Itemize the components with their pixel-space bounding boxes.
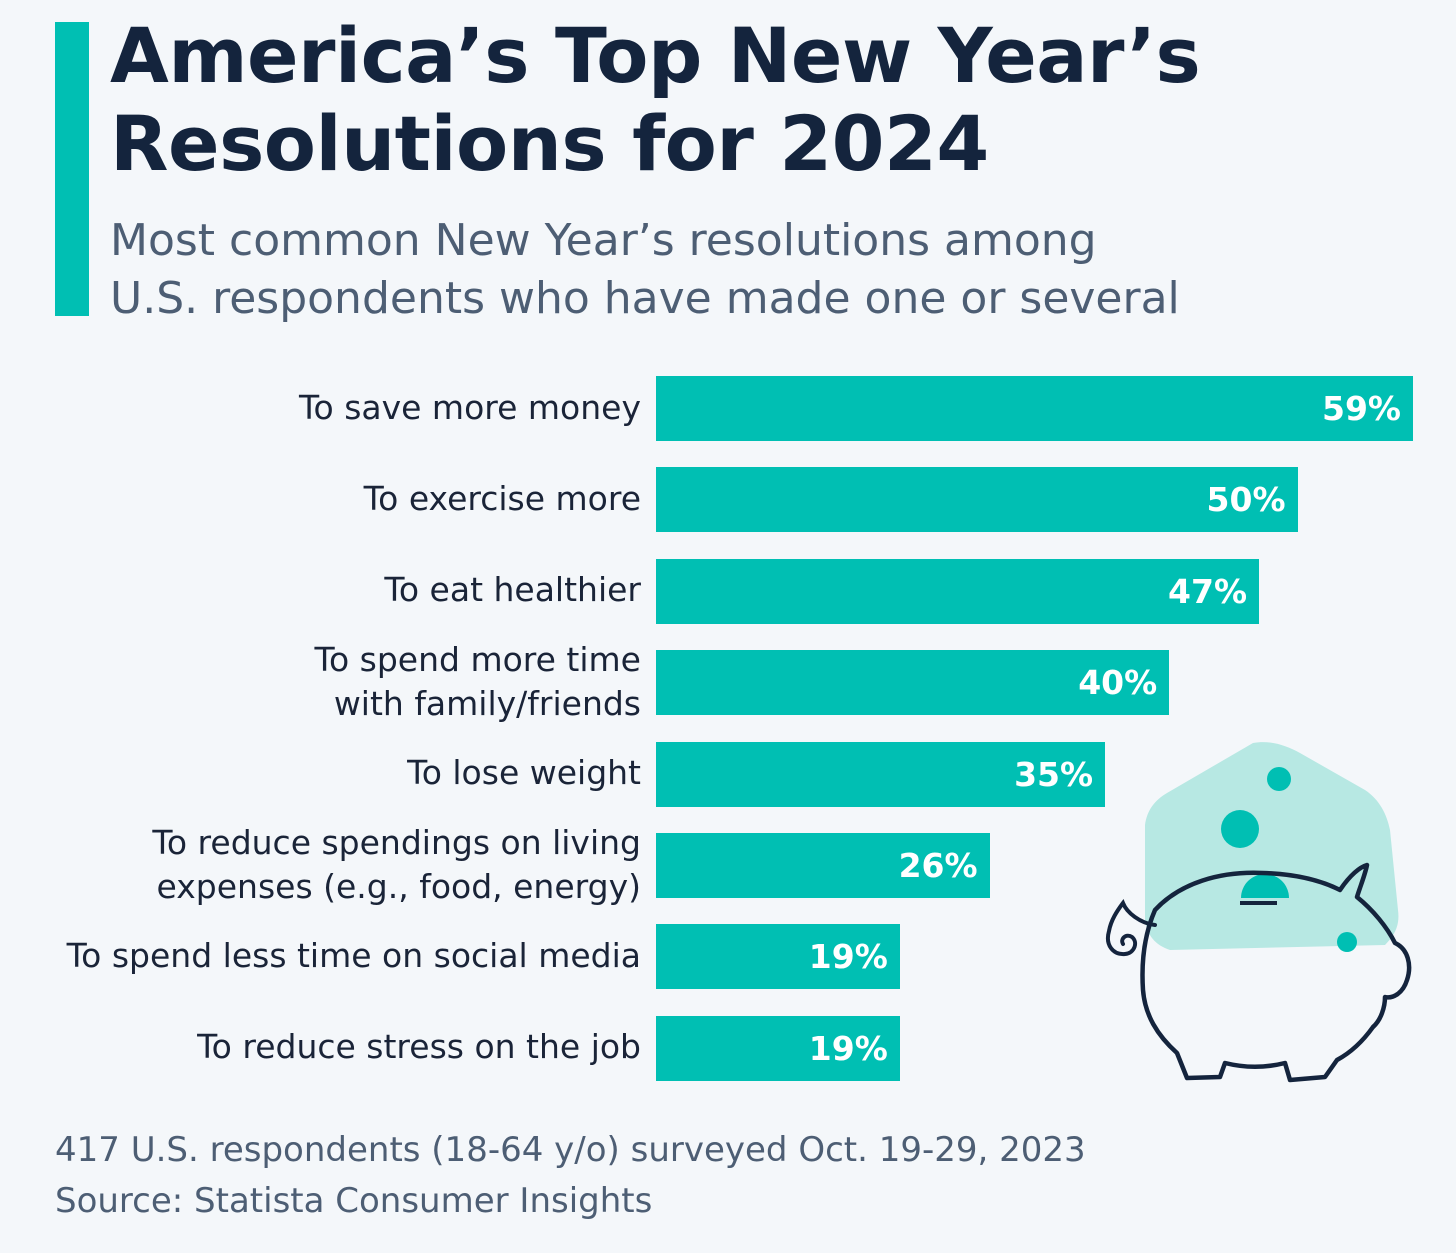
- bar: [656, 1015, 900, 1081]
- bar: [656, 558, 1260, 624]
- category-label-line: expenses (e.g., food, energy): [156, 866, 641, 906]
- category-label-line: To eat healthier: [384, 570, 641, 610]
- bar: [656, 467, 1298, 533]
- bar-value-label: 35%: [1014, 754, 1094, 794]
- bar-value-label: 19%: [808, 937, 888, 977]
- category-label: To lose weight: [1, 751, 641, 795]
- category-label: To reduce stress on the job: [1, 1025, 641, 1069]
- subtitle-line-1: Most common New Year’s resolutions among: [110, 215, 1097, 266]
- category-label: To spend less time on social media: [1, 934, 641, 978]
- category-label: To save more money: [1, 386, 641, 430]
- category-label-line: To lose weight: [407, 753, 641, 793]
- category-label-line: To spend more time: [314, 639, 641, 679]
- bar: [656, 833, 990, 898]
- category-label-line: To exercise more: [363, 478, 641, 518]
- title-line-1: America’s Top New Year’s: [110, 11, 1201, 100]
- piggy-body-outline: [1140, 862, 1412, 1083]
- bar: [656, 924, 900, 990]
- coin-in-slot-icon: [1241, 874, 1289, 898]
- title-line-2: Resolutions for 2024: [110, 99, 989, 188]
- category-label: To eat healthier: [1, 568, 641, 612]
- bar-value-label: 50%: [1206, 480, 1286, 520]
- category-label-line: To reduce stress on the job: [197, 1027, 641, 1067]
- piggy-tail-outline: [1106, 898, 1157, 957]
- title-accent-bar: [55, 22, 89, 316]
- piggy-eye-icon: [1337, 932, 1357, 952]
- bar: [656, 741, 1106, 807]
- chart-footer: 417 U.S. respondents (18-64 y/o) surveye…: [55, 1125, 1355, 1227]
- category-label-line: To spend less time on social media: [66, 935, 641, 975]
- bar-value-label: 40%: [1078, 663, 1158, 703]
- bar-value-label: 47%: [1168, 571, 1248, 611]
- bar-value-label: 19%: [808, 1028, 888, 1068]
- piggy-bank-icon: [1106, 742, 1412, 1083]
- coin-small-icon: [1267, 767, 1291, 791]
- category-label-line: To reduce spendings on living: [152, 822, 641, 862]
- survey-note: 417 U.S. respondents (18-64 y/o) surveye…: [55, 1130, 1086, 1170]
- source-note: Source: Statista Consumer Insights: [55, 1181, 653, 1221]
- category-label-line: with family/friends: [333, 683, 641, 723]
- chart-subtitle: Most common New Year’s resolutions among…: [110, 212, 1410, 328]
- category-label: To exercise more: [1, 477, 641, 521]
- coin-medium-icon: [1221, 810, 1259, 848]
- chart-title: America’s Top New Year’s Resolutions for…: [110, 12, 1410, 188]
- bar: [656, 376, 1413, 441]
- subtitle-line-2: U.S. respondents who have made one or se…: [110, 273, 1180, 324]
- piggy-bank-backdrop: [1145, 742, 1399, 950]
- bar: [656, 650, 1170, 716]
- category-label-line: To save more money: [298, 387, 641, 427]
- bar-chart: 59% To save more money 50% To exercise more…: [0, 370, 1456, 1090]
- category-label: To spend more time with family/friends: [1, 638, 641, 726]
- bar-value-label: 59%: [1322, 389, 1401, 428]
- bar-value-label: 26%: [898, 846, 978, 885]
- category-label: To reduce spendings on living expenses (e…: [1, 821, 641, 909]
